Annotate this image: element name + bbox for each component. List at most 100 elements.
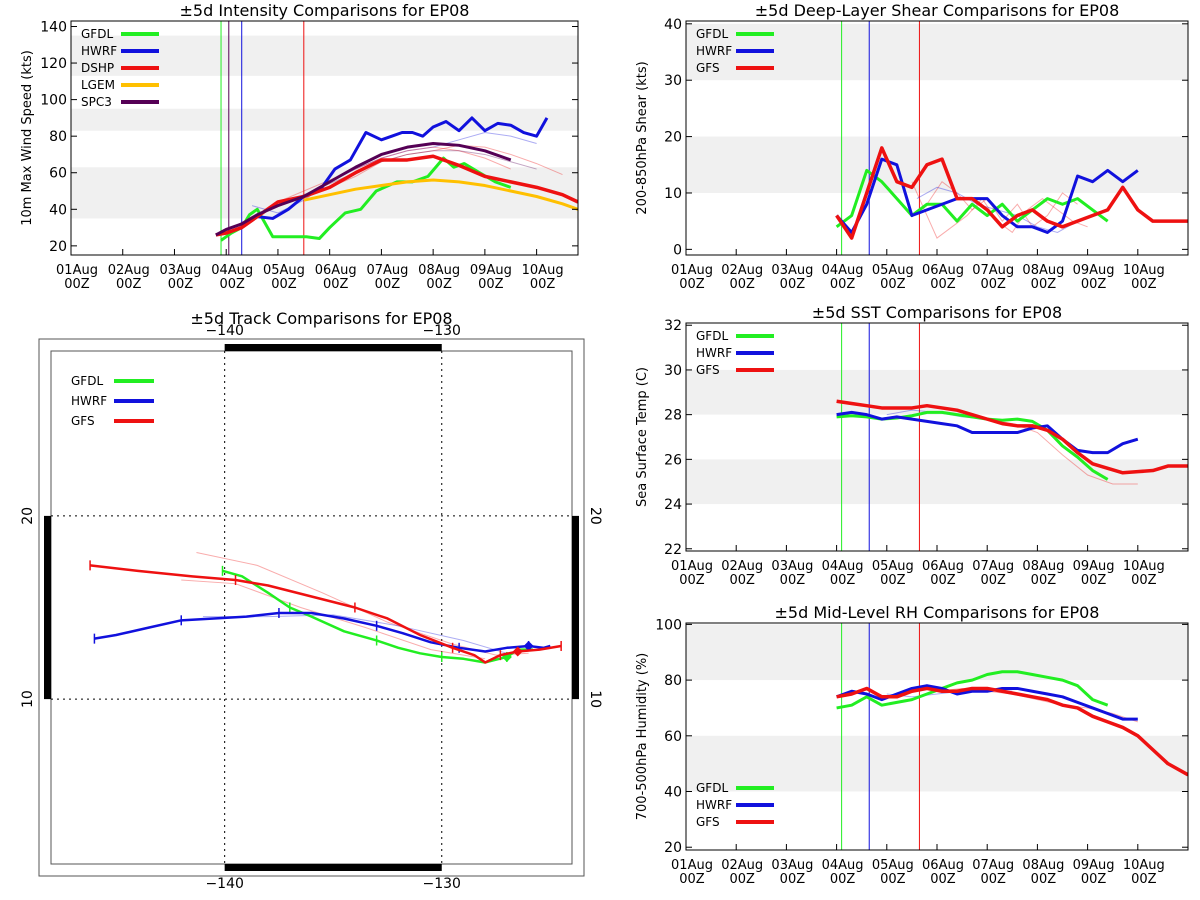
track-series-hwrf: [94, 611, 551, 653]
shear-ytick-label: 40: [664, 17, 682, 33]
sst-xtick-hour: 00Z: [930, 573, 956, 588]
intensity-xtick-day: 01Aug: [56, 263, 98, 278]
track-legend-gfdl-label: GFDL: [71, 374, 103, 388]
rh-title: ±5d Mid-Level RH Comparisons for EP08: [775, 603, 1100, 622]
shear-xtick-hour: 00Z: [1031, 277, 1057, 292]
sst-xtick-hour: 00Z: [780, 573, 806, 588]
shear-xtick-day: 09Aug: [1073, 263, 1115, 278]
intensity-ylabel: 10m Max Wind Speed (kts): [20, 50, 35, 226]
intensity-xtick-day: 07Aug: [366, 263, 408, 278]
shear-xtick-hour: 00Z: [679, 277, 705, 292]
intensity-ytick-label: 60: [49, 166, 67, 182]
track-lon-label-bottom: −140: [205, 876, 243, 892]
shear-series-gfs: [835, 146, 1188, 240]
rh-series-gfdl: [836, 670, 1109, 710]
intensity-xtick-day: 03Aug: [160, 263, 202, 278]
intensity-xtick-hour: 00Z: [375, 277, 401, 292]
shear-ytick-label: 20: [664, 130, 682, 146]
intensity-ytick-label: 20: [49, 239, 67, 255]
sst-xtick-hour: 00Z: [830, 573, 856, 588]
sst-ytick-label: 26: [664, 452, 682, 468]
sst-series-hwrf: [836, 410, 1139, 455]
sst-ytick-label: 28: [664, 408, 682, 424]
sst-band-0: [686, 459, 1188, 505]
sst-series-gfs: [836, 399, 1188, 475]
intensity-trace-dshp-2: [277, 146, 511, 203]
track-end-marker-gfs: [512, 646, 523, 657]
rh-series-gfs: [836, 686, 1188, 777]
shear-ylabel: 200-850hPa Shear (kts): [635, 61, 650, 214]
shear-xtick-hour: 00Z: [930, 277, 956, 292]
sst-legend-gfs-label: GFS: [696, 363, 720, 377]
rh-xtick-hour: 00Z: [1031, 872, 1057, 887]
rh-ytick-label: 60: [664, 729, 682, 745]
shear-xtick-day: 05Aug: [872, 263, 914, 278]
intensity-trace-hwrf-0: [251, 132, 537, 214]
shear-xtick-hour: 00Z: [1081, 277, 1107, 292]
rh-xtick-hour: 00Z: [1131, 872, 1157, 887]
rh-band-1: [686, 624, 1188, 681]
rh-xtick-day: 04Aug: [822, 858, 864, 873]
sst-xtick-hour: 00Z: [729, 573, 755, 588]
sst-xtick-hour: 00Z: [980, 573, 1006, 588]
sst-xtick-hour: 00Z: [1031, 573, 1057, 588]
intensity-legend-hwrf-label: HWRF: [81, 44, 117, 58]
intensity-xtick-day: 10Aug: [522, 263, 564, 278]
shear-series-gfdl: [835, 168, 1109, 229]
track-legend-hwrf-label: HWRF: [71, 394, 107, 408]
sst-ytick-label: 22: [664, 542, 682, 558]
sst-ytick-label: 30: [664, 363, 682, 379]
intensity-xtick-hour: 00Z: [271, 277, 297, 292]
intensity-series-spc3: [215, 141, 512, 237]
intensity-xtick-hour: 00Z: [116, 277, 142, 292]
intensity-xtick-day: 02Aug: [108, 263, 150, 278]
sst-xtick-day: 03Aug: [771, 559, 813, 574]
sst-xtick-hour: 00Z: [1131, 573, 1157, 588]
track-inner-frame: [50, 350, 573, 865]
shear-xtick-day: 07Aug: [972, 263, 1014, 278]
sst-ytick-label: 24: [664, 497, 682, 513]
rh-xtick-hour: 00Z: [880, 872, 906, 887]
intensity-legend-spc3-label: SPC3: [81, 95, 112, 109]
intensity-plot-frame: [70, 20, 579, 256]
sst-legend-hwrf-label: HWRF: [696, 346, 732, 360]
track-outer-frame: [38, 338, 585, 877]
intensity-legend-lgem-label: LGEM: [81, 78, 115, 92]
sst-ylabel: Sea Surface Temp (C): [635, 367, 650, 507]
rh-ytick-label: 100: [655, 617, 682, 633]
sst-xtick-hour: 00Z: [1081, 573, 1107, 588]
rh-xtick-hour: 00Z: [780, 872, 806, 887]
track-lat-label-right: 20: [587, 507, 603, 525]
intensity-series-lgem: [303, 178, 578, 211]
rh-xtick-day: 08Aug: [1022, 858, 1064, 873]
intensity-xtick-day: 05Aug: [263, 263, 305, 278]
sst-xtick-day: 01Aug: [671, 559, 713, 574]
intensity-xtick-hour: 00Z: [168, 277, 194, 292]
rh-xtick-day: 07Aug: [972, 858, 1014, 873]
sst-xtick-day: 05Aug: [872, 559, 914, 574]
shear-xtick-day: 01Aug: [671, 263, 713, 278]
track-lon-label-top: −130: [423, 323, 461, 339]
sst-xtick-day: 10Aug: [1123, 559, 1165, 574]
intensity-xtick-day: 08Aug: [418, 263, 460, 278]
shear-ytick-label: 30: [664, 73, 682, 89]
intensity-xtick-hour: 00Z: [426, 277, 452, 292]
intensity-ytick-label: 140: [40, 19, 67, 35]
sst-xtick-day: 07Aug: [972, 559, 1014, 574]
intensity-title: ±5d Intensity Comparisons for EP08: [180, 1, 470, 20]
track-legend-gfs-label: GFS: [71, 414, 95, 428]
rh-legend-gfdl-label: GFDL: [696, 781, 728, 795]
rh-xtick-hour: 00Z: [729, 872, 755, 887]
track-lat-label-right: 10: [587, 690, 603, 708]
shear-xtick-day: 03Aug: [771, 263, 813, 278]
rh-ytick-label: 20: [664, 840, 682, 856]
intensity-xtick-hour: 00Z: [64, 277, 90, 292]
intensity-legend-gfdl-label: GFDL: [81, 27, 113, 41]
shear-xtick-hour: 00Z: [1131, 277, 1157, 292]
shear-xtick-hour: 00Z: [780, 277, 806, 292]
intensity-xtick-hour: 00Z: [219, 277, 245, 292]
shear-ytick-label: 0: [673, 242, 682, 258]
shear-xtick-day: 10Aug: [1123, 263, 1165, 278]
sst-xtick-day: 04Aug: [822, 559, 864, 574]
sst-ytick-label: 32: [664, 318, 682, 334]
